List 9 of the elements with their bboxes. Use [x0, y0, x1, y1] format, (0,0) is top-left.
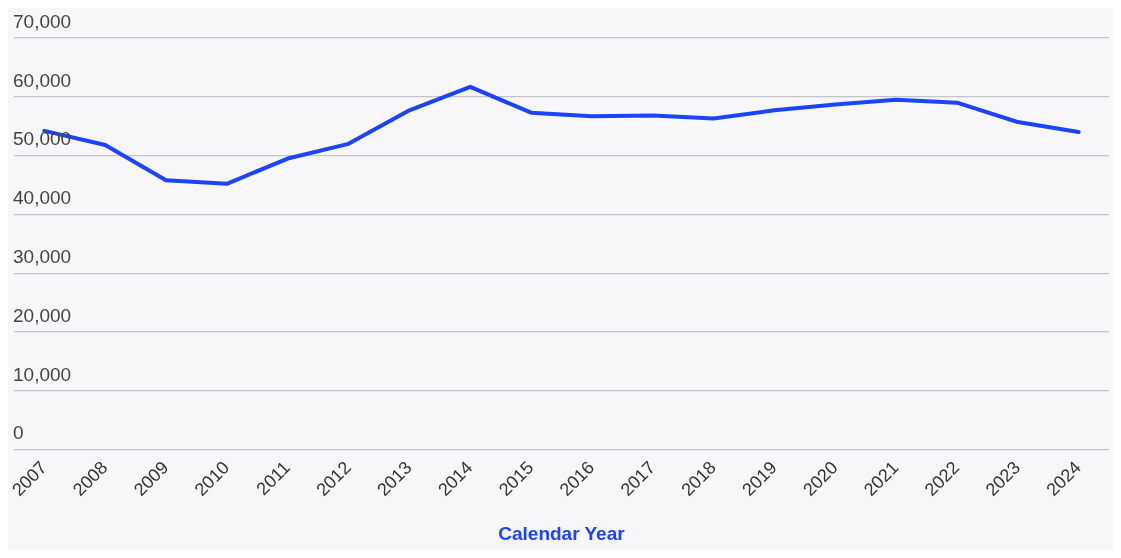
y-tick-label: 10,000 — [13, 363, 72, 385]
y-tick-label: 20,000 — [13, 304, 72, 326]
y-tick-label: 0 — [13, 422, 24, 444]
y-tick-label: 50,000 — [13, 128, 72, 150]
x-axis-title: Calendar Year — [498, 522, 626, 544]
y-tick-label: 60,000 — [13, 69, 72, 91]
y-tick-label: 40,000 — [13, 187, 72, 209]
y-tick-label: 30,000 — [13, 245, 72, 267]
y-tick-label: 70,000 — [13, 10, 72, 32]
